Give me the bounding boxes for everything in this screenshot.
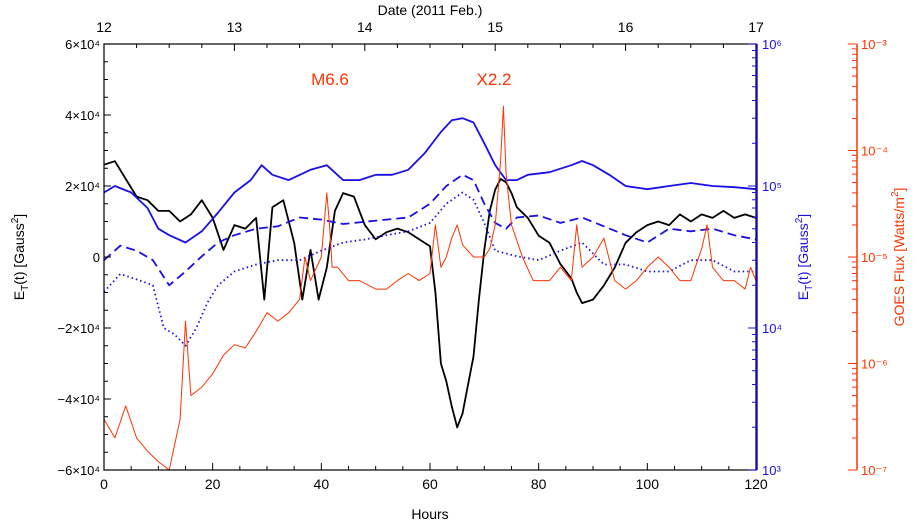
y-left-tick-label: −4×10⁴ (58, 392, 100, 407)
y-mid-axis-label: ET(t) [Gauss2] (794, 214, 815, 300)
y-left-axis-label: ET(t) [Gauss2] (10, 214, 31, 300)
x-tick-label: 60 (422, 476, 438, 492)
x-tick-label: 0 (100, 476, 108, 492)
series-line-4 (103, 191, 756, 347)
series-line-2 (103, 117, 757, 244)
y-right-tick-label: 10⁻⁵ (861, 250, 888, 265)
y-right-tick-label: 10⁻⁷ (861, 463, 887, 478)
y-mid-tick-label: 10³ (762, 463, 781, 478)
annotation-x2-2: X2.2 (477, 70, 512, 89)
x-tick-label: 100 (636, 476, 660, 492)
x-top-tick-label: 14 (357, 19, 373, 35)
series-layer (103, 105, 757, 471)
annotation-m6-6: M6.6 (311, 70, 349, 89)
x-tick-label: 80 (531, 476, 547, 492)
x-axis-label: Hours (411, 506, 448, 522)
x-top-tick-label: 16 (618, 19, 634, 35)
series-line-1 (103, 160, 757, 429)
y-left-tick-label: 4×10⁴ (65, 108, 100, 123)
y-mid-tick-label: 10⁴ (762, 321, 782, 336)
series-line-5 (103, 105, 757, 471)
y-left-tick-label: 0 (93, 250, 100, 265)
y-left-tick-label: 2×10⁴ (65, 179, 100, 194)
x-top-tick-label: 13 (227, 19, 243, 35)
series-line-3 (103, 173, 757, 287)
x-tick-label: 40 (314, 476, 330, 492)
x-top-tick-label: 12 (96, 19, 112, 35)
y-mid-tick-label: 10⁶ (762, 37, 782, 52)
x-tick-label: 120 (744, 476, 768, 492)
y-right-axis-label: GOES Flux [Watts/m2] (890, 188, 907, 327)
x-top-tick-label: 15 (487, 19, 503, 35)
y-left-tick-label: −6×10⁴ (58, 463, 100, 478)
y-right-tick-label: 10⁻⁶ (861, 357, 888, 372)
y-right-tick-label: 10⁻³ (861, 37, 887, 52)
y-left-tick-label: 6×10⁴ (65, 37, 100, 52)
y-right-tick-label: 10⁻⁴ (861, 144, 888, 159)
axes-layer: 0 20 40 60 80 100 120 12 13 14 15 16 17 6×10⁴ 4×10⁴ 2×1… (58, 19, 888, 492)
x-top-tick-label: 17 (748, 19, 764, 35)
y-mid-tick-label: 10⁵ (762, 179, 782, 194)
y-left-tick-label: −2×10⁴ (58, 321, 100, 336)
x-tick-label: 20 (205, 476, 221, 492)
x-top-axis-label: Date (2011 Feb.) (378, 2, 483, 18)
